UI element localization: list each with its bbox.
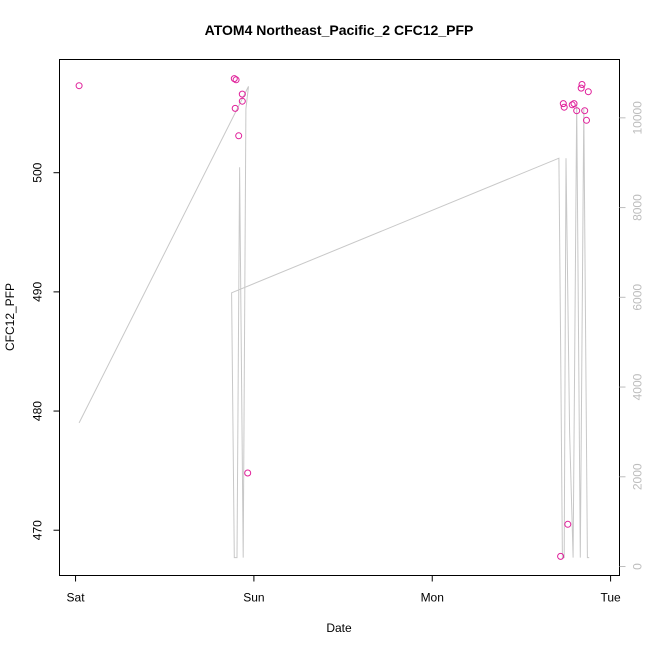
- data-point-12: [568, 101, 576, 109]
- data-point-9: [559, 100, 567, 108]
- data-point-18: [583, 116, 590, 124]
- data-point-8: [557, 552, 565, 560]
- data-point-16: [578, 81, 586, 88]
- data-point-5: [238, 90, 246, 98]
- y-tick-label-3: 500: [31, 162, 45, 182]
- y2-tick-label-5: 10000: [631, 101, 645, 135]
- y2-tick-label-3: 6000: [631, 284, 645, 311]
- y-tick-label-2: 490: [31, 282, 45, 302]
- x-axis-label: Date: [326, 621, 352, 635]
- y-tick-label-1: 480: [31, 401, 45, 421]
- data-point-7: [244, 469, 252, 477]
- y2-tick-label-0: 0: [631, 563, 645, 570]
- data-point-10: [560, 103, 568, 111]
- data-point-19: [584, 88, 592, 96]
- data-point-17: [581, 107, 589, 115]
- y-axis-left: 470 480 490 500: [31, 162, 60, 540]
- data-point-14: [573, 107, 581, 115]
- y2-tick-label-1: 2000: [631, 463, 645, 490]
- points-layer: [75, 75, 592, 560]
- x-tick-label-2: Mon: [421, 591, 444, 605]
- data-point-0: [75, 82, 83, 90]
- y-axis-right: 0 2000 4000 6000 8000 10000: [619, 101, 645, 570]
- data-point-2: [232, 76, 240, 84]
- x-tick-label-3: Tue: [600, 591, 621, 605]
- x-tick-label-0: Sat: [67, 591, 86, 605]
- data-point-3: [231, 104, 239, 112]
- altitude-series-line: [78, 86, 590, 559]
- x-axis: Sat Sun Mon Tue: [67, 575, 621, 605]
- x-tick-label-1: Sun: [243, 591, 264, 605]
- y2-tick-label-4: 8000: [631, 194, 645, 221]
- data-point-6: [238, 97, 246, 105]
- y-tick-label-0: 470: [31, 520, 45, 540]
- y2-tick-label-2: 4000: [631, 373, 645, 400]
- y-axis-label: CFC12_PFP: [3, 283, 17, 351]
- data-point-4: [235, 132, 243, 140]
- data-point-15: [577, 84, 585, 92]
- data-point-11: [564, 520, 572, 528]
- plot-frame: [59, 59, 620, 576]
- data-point-13: [570, 100, 578, 108]
- altitude-line-layer: [78, 86, 590, 559]
- data-point-1: [230, 75, 238, 83]
- chart-title: ATOM4 Northeast_Pacific_2 CFC12_PFP: [205, 22, 474, 38]
